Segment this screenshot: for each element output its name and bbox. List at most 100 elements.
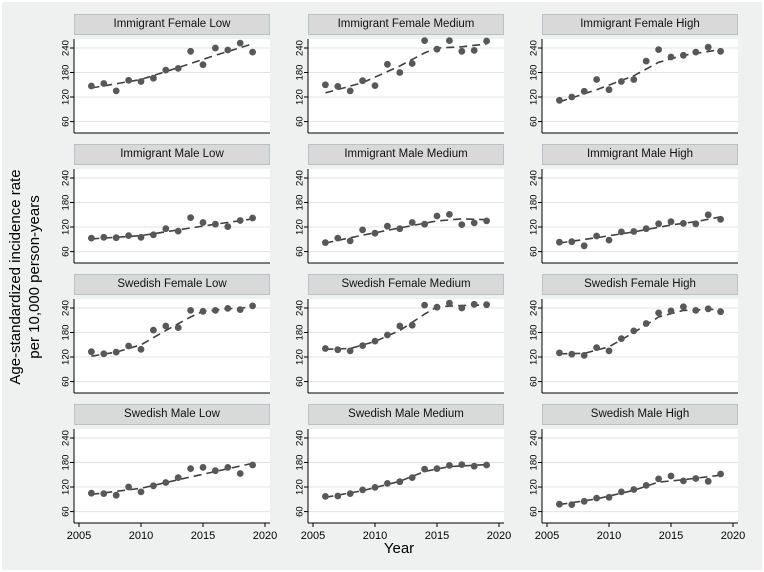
svg-text:60: 60	[529, 246, 540, 257]
data-point	[174, 474, 182, 481]
data-point	[630, 327, 638, 335]
data-point	[162, 225, 170, 233]
panel-swedish-female-high: Swedish Female High 60 120 180 240	[520, 274, 746, 397]
data-point	[593, 76, 600, 83]
data-point	[224, 46, 232, 54]
svg-text:60: 60	[61, 376, 72, 387]
data-point	[667, 53, 675, 61]
data-point	[346, 87, 354, 95]
data-point	[667, 472, 675, 480]
data-point	[483, 37, 490, 45]
svg-text:120: 120	[295, 479, 306, 495]
data-point	[483, 301, 490, 309]
panel-immigrant-female-medium: Immigrant Female Medium 60 120 180 240	[286, 14, 512, 137]
panel-title: Swedish Female Low	[74, 274, 270, 295]
data-point	[150, 74, 157, 82]
data-point	[483, 217, 490, 225]
data-point	[212, 307, 219, 314]
trend-line	[91, 306, 253, 357]
panel-swedish-female-low: Swedish Female Low 60 120 180 240	[52, 274, 278, 397]
data-point	[667, 307, 675, 315]
svg-text:2015: 2015	[659, 530, 683, 542]
panel-immigrant-female-low: Immigrant Female Low 60 120 180 240	[52, 14, 278, 137]
data-point	[137, 78, 145, 85]
data-point	[249, 461, 256, 469]
panel-plot: 60 120 180 240	[295, 299, 504, 394]
svg-text:240: 240	[295, 430, 306, 446]
trend-line	[559, 216, 721, 244]
data-point	[618, 335, 625, 342]
data-point	[112, 87, 120, 95]
data-point	[249, 302, 256, 310]
data-point	[605, 347, 613, 355]
data-point	[212, 44, 219, 52]
trend-line	[325, 463, 487, 499]
data-point	[150, 482, 157, 490]
data-point	[346, 347, 354, 355]
data-point	[88, 489, 95, 497]
y-axis-label-line1: Age-standardized incidence rate	[7, 169, 24, 385]
data-point	[396, 225, 404, 233]
svg-text:2020: 2020	[253, 530, 277, 542]
data-point	[150, 231, 157, 239]
data-point	[630, 76, 638, 83]
svg-text:180: 180	[295, 325, 306, 341]
svg-text:2020: 2020	[721, 530, 745, 542]
data-point	[334, 234, 342, 242]
data-point	[655, 475, 662, 483]
data-point	[433, 465, 441, 472]
data-point	[384, 480, 391, 487]
y-axis-label-line2: per 10,000 person-years	[25, 195, 43, 359]
data-point	[446, 37, 453, 44]
svg-text:180: 180	[529, 195, 540, 211]
data-point	[322, 81, 329, 89]
svg-text:120: 120	[61, 479, 72, 495]
data-point	[174, 227, 182, 235]
data-point	[421, 37, 428, 44]
svg-text:240: 240	[529, 430, 540, 446]
svg-text:180: 180	[61, 325, 72, 341]
svg-text:120: 120	[61, 89, 72, 105]
data-point	[556, 238, 563, 246]
data-point	[396, 478, 404, 486]
data-point	[359, 226, 366, 234]
data-point	[88, 234, 95, 242]
svg-text:60: 60	[295, 116, 306, 127]
panel-plot: 60 120 180 240 2005 2010 2015 2020	[295, 429, 511, 542]
svg-text:240: 240	[529, 170, 540, 186]
data-point	[408, 219, 416, 226]
data-point	[680, 51, 687, 59]
svg-text:60: 60	[61, 116, 72, 127]
svg-text:2005: 2005	[301, 530, 325, 542]
panel-immigrant-female-high: Immigrant Female High 60 120 180 240	[520, 14, 746, 137]
data-point	[470, 462, 478, 470]
data-point	[667, 218, 675, 226]
panel-title: Immigrant Female Low	[74, 14, 270, 35]
data-point	[408, 321, 416, 329]
data-point	[346, 490, 354, 497]
data-point	[224, 223, 232, 230]
data-point	[384, 331, 391, 339]
data-point	[137, 345, 145, 353]
data-point	[568, 350, 576, 358]
data-point	[580, 352, 588, 359]
data-point	[322, 493, 329, 500]
svg-text:120: 120	[529, 349, 540, 365]
svg-text:240: 240	[295, 170, 306, 186]
data-point	[334, 346, 342, 354]
data-point	[236, 306, 244, 313]
data-point	[556, 349, 563, 357]
data-point	[100, 80, 108, 87]
panel-title: Swedish Female Medium	[308, 274, 504, 295]
data-point	[704, 43, 712, 51]
data-point	[359, 486, 366, 494]
trend-line	[91, 218, 253, 240]
svg-text:240: 240	[529, 40, 540, 56]
svg-text:60: 60	[295, 376, 306, 387]
svg-text:60: 60	[295, 506, 306, 517]
svg-text:2010: 2010	[129, 530, 153, 542]
panel-title: Immigrant Female High	[542, 14, 738, 35]
data-point	[112, 491, 120, 499]
svg-text:180: 180	[61, 65, 72, 81]
panel-title: Immigrant Male Low	[74, 144, 270, 165]
